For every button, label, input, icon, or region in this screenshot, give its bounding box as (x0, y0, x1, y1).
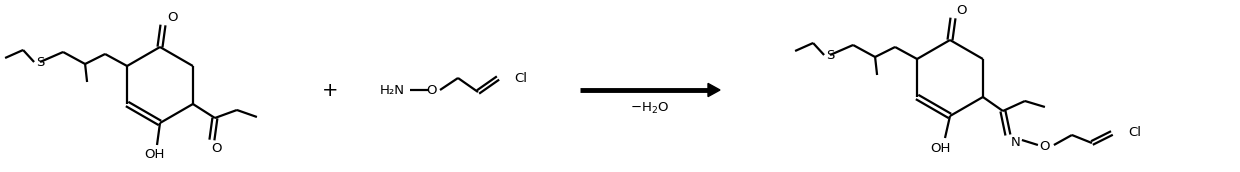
Polygon shape (708, 83, 720, 97)
Text: S: S (36, 56, 45, 68)
Text: S: S (826, 49, 835, 62)
Text: O: O (957, 3, 967, 17)
Text: O: O (166, 10, 177, 24)
Text: Cl: Cl (1128, 126, 1141, 139)
Text: OH: OH (930, 142, 950, 154)
Text: OH: OH (144, 148, 164, 162)
Text: O: O (212, 142, 222, 155)
Text: +: + (321, 80, 339, 99)
Text: Cl: Cl (515, 72, 527, 84)
Text: N: N (1011, 137, 1021, 149)
Text: $-\mathregular{H_2O}$: $-\mathregular{H_2O}$ (630, 100, 670, 116)
Text: O: O (427, 83, 438, 96)
Text: H₂N: H₂N (379, 83, 405, 96)
Text: O: O (1039, 139, 1050, 153)
